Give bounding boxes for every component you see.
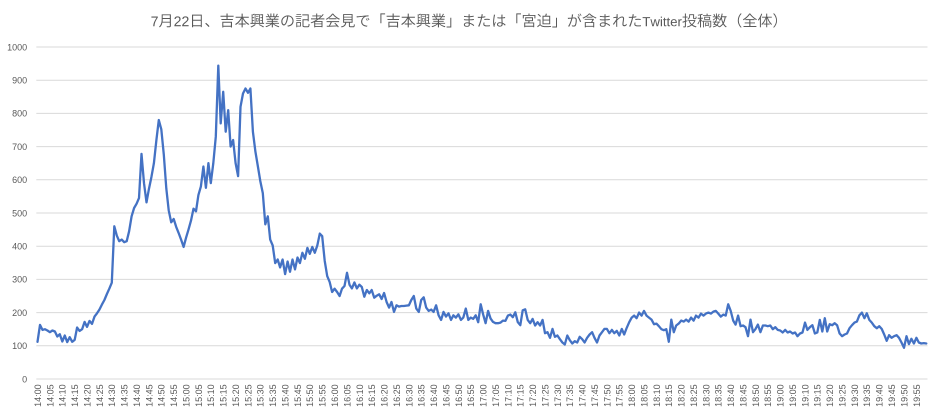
svg-text:600: 600 xyxy=(12,175,27,185)
svg-text:17:55: 17:55 xyxy=(615,384,625,407)
svg-text:800: 800 xyxy=(12,109,27,119)
svg-text:15:15: 15:15 xyxy=(219,384,229,407)
svg-text:15:20: 15:20 xyxy=(231,384,241,407)
svg-text:19:50: 19:50 xyxy=(899,384,909,407)
svg-text:18:00: 18:00 xyxy=(627,384,637,407)
svg-text:400: 400 xyxy=(12,242,27,252)
svg-text:17:25: 17:25 xyxy=(540,384,550,407)
svg-text:19:20: 19:20 xyxy=(825,384,835,407)
svg-text:16:55: 16:55 xyxy=(466,384,476,407)
svg-text:17:35: 17:35 xyxy=(565,384,575,407)
svg-text:15:45: 15:45 xyxy=(293,384,303,407)
svg-text:18:30: 18:30 xyxy=(701,384,711,407)
svg-text:15:00: 15:00 xyxy=(182,384,192,407)
svg-text:500: 500 xyxy=(12,208,27,218)
svg-text:18:45: 18:45 xyxy=(739,384,749,407)
svg-text:14:40: 14:40 xyxy=(132,384,142,407)
svg-text:15:10: 15:10 xyxy=(206,384,216,407)
svg-text:100: 100 xyxy=(12,341,27,351)
svg-text:15:25: 15:25 xyxy=(243,384,253,407)
svg-text:14:20: 14:20 xyxy=(82,384,92,407)
svg-text:19:30: 19:30 xyxy=(850,384,860,407)
svg-text:14:00: 14:00 xyxy=(33,384,43,407)
svg-text:16:15: 16:15 xyxy=(367,384,377,407)
svg-text:15:05: 15:05 xyxy=(194,384,204,407)
svg-text:16:00: 16:00 xyxy=(330,384,340,407)
svg-text:15:30: 15:30 xyxy=(256,384,266,407)
svg-text:14:45: 14:45 xyxy=(144,384,154,407)
svg-text:16:40: 16:40 xyxy=(429,384,439,407)
svg-text:900: 900 xyxy=(12,76,27,86)
svg-text:14:10: 14:10 xyxy=(58,384,68,407)
svg-text:19:05: 19:05 xyxy=(788,384,798,407)
svg-text:1000: 1000 xyxy=(7,42,27,52)
svg-text:18:20: 18:20 xyxy=(677,384,687,407)
svg-text:0: 0 xyxy=(22,374,27,384)
svg-text:15:40: 15:40 xyxy=(281,384,291,407)
svg-text:14:25: 14:25 xyxy=(95,384,105,407)
svg-text:16:25: 16:25 xyxy=(392,384,402,407)
svg-text:19:00: 19:00 xyxy=(776,384,786,407)
svg-text:700: 700 xyxy=(12,142,27,152)
svg-text:19:25: 19:25 xyxy=(838,384,848,407)
svg-text:18:05: 18:05 xyxy=(639,384,649,407)
svg-text:18:40: 18:40 xyxy=(726,384,736,407)
svg-text:16:10: 16:10 xyxy=(355,384,365,407)
svg-text:17:40: 17:40 xyxy=(578,384,588,407)
svg-text:18:35: 18:35 xyxy=(714,384,724,407)
svg-text:14:30: 14:30 xyxy=(107,384,117,407)
svg-text:300: 300 xyxy=(12,275,27,285)
svg-text:19:15: 19:15 xyxy=(813,384,823,407)
svg-text:19:55: 19:55 xyxy=(912,384,922,407)
svg-text:14:50: 14:50 xyxy=(157,384,167,407)
svg-text:16:05: 16:05 xyxy=(342,384,352,407)
svg-text:14:05: 14:05 xyxy=(45,384,55,407)
svg-text:17:50: 17:50 xyxy=(602,384,612,407)
svg-text:14:15: 14:15 xyxy=(70,384,80,407)
svg-text:17:05: 17:05 xyxy=(491,384,501,407)
svg-text:18:50: 18:50 xyxy=(751,384,761,407)
svg-text:19:40: 19:40 xyxy=(875,384,885,407)
svg-text:15:50: 15:50 xyxy=(305,384,315,407)
svg-text:17:30: 17:30 xyxy=(553,384,563,407)
svg-text:200: 200 xyxy=(12,308,27,318)
svg-text:18:15: 18:15 xyxy=(664,384,674,407)
svg-text:17:10: 17:10 xyxy=(503,384,513,407)
svg-text:19:35: 19:35 xyxy=(862,384,872,407)
svg-text:14:35: 14:35 xyxy=(120,384,130,407)
svg-text:15:55: 15:55 xyxy=(318,384,328,407)
svg-text:17:15: 17:15 xyxy=(516,384,526,407)
svg-text:18:25: 18:25 xyxy=(689,384,699,407)
svg-text:15:35: 15:35 xyxy=(268,384,278,407)
svg-text:19:45: 19:45 xyxy=(887,384,897,407)
svg-text:18:10: 18:10 xyxy=(652,384,662,407)
svg-text:17:00: 17:00 xyxy=(479,384,489,407)
svg-text:16:35: 16:35 xyxy=(417,384,427,407)
svg-text:17:45: 17:45 xyxy=(590,384,600,407)
svg-text:16:20: 16:20 xyxy=(380,384,390,407)
svg-text:17:20: 17:20 xyxy=(528,384,538,407)
svg-text:14:55: 14:55 xyxy=(169,384,179,407)
svg-text:16:50: 16:50 xyxy=(454,384,464,407)
svg-text:16:45: 16:45 xyxy=(441,384,451,407)
svg-text:19:10: 19:10 xyxy=(800,384,810,407)
svg-text:16:30: 16:30 xyxy=(404,384,414,407)
svg-text:18:55: 18:55 xyxy=(763,384,773,407)
